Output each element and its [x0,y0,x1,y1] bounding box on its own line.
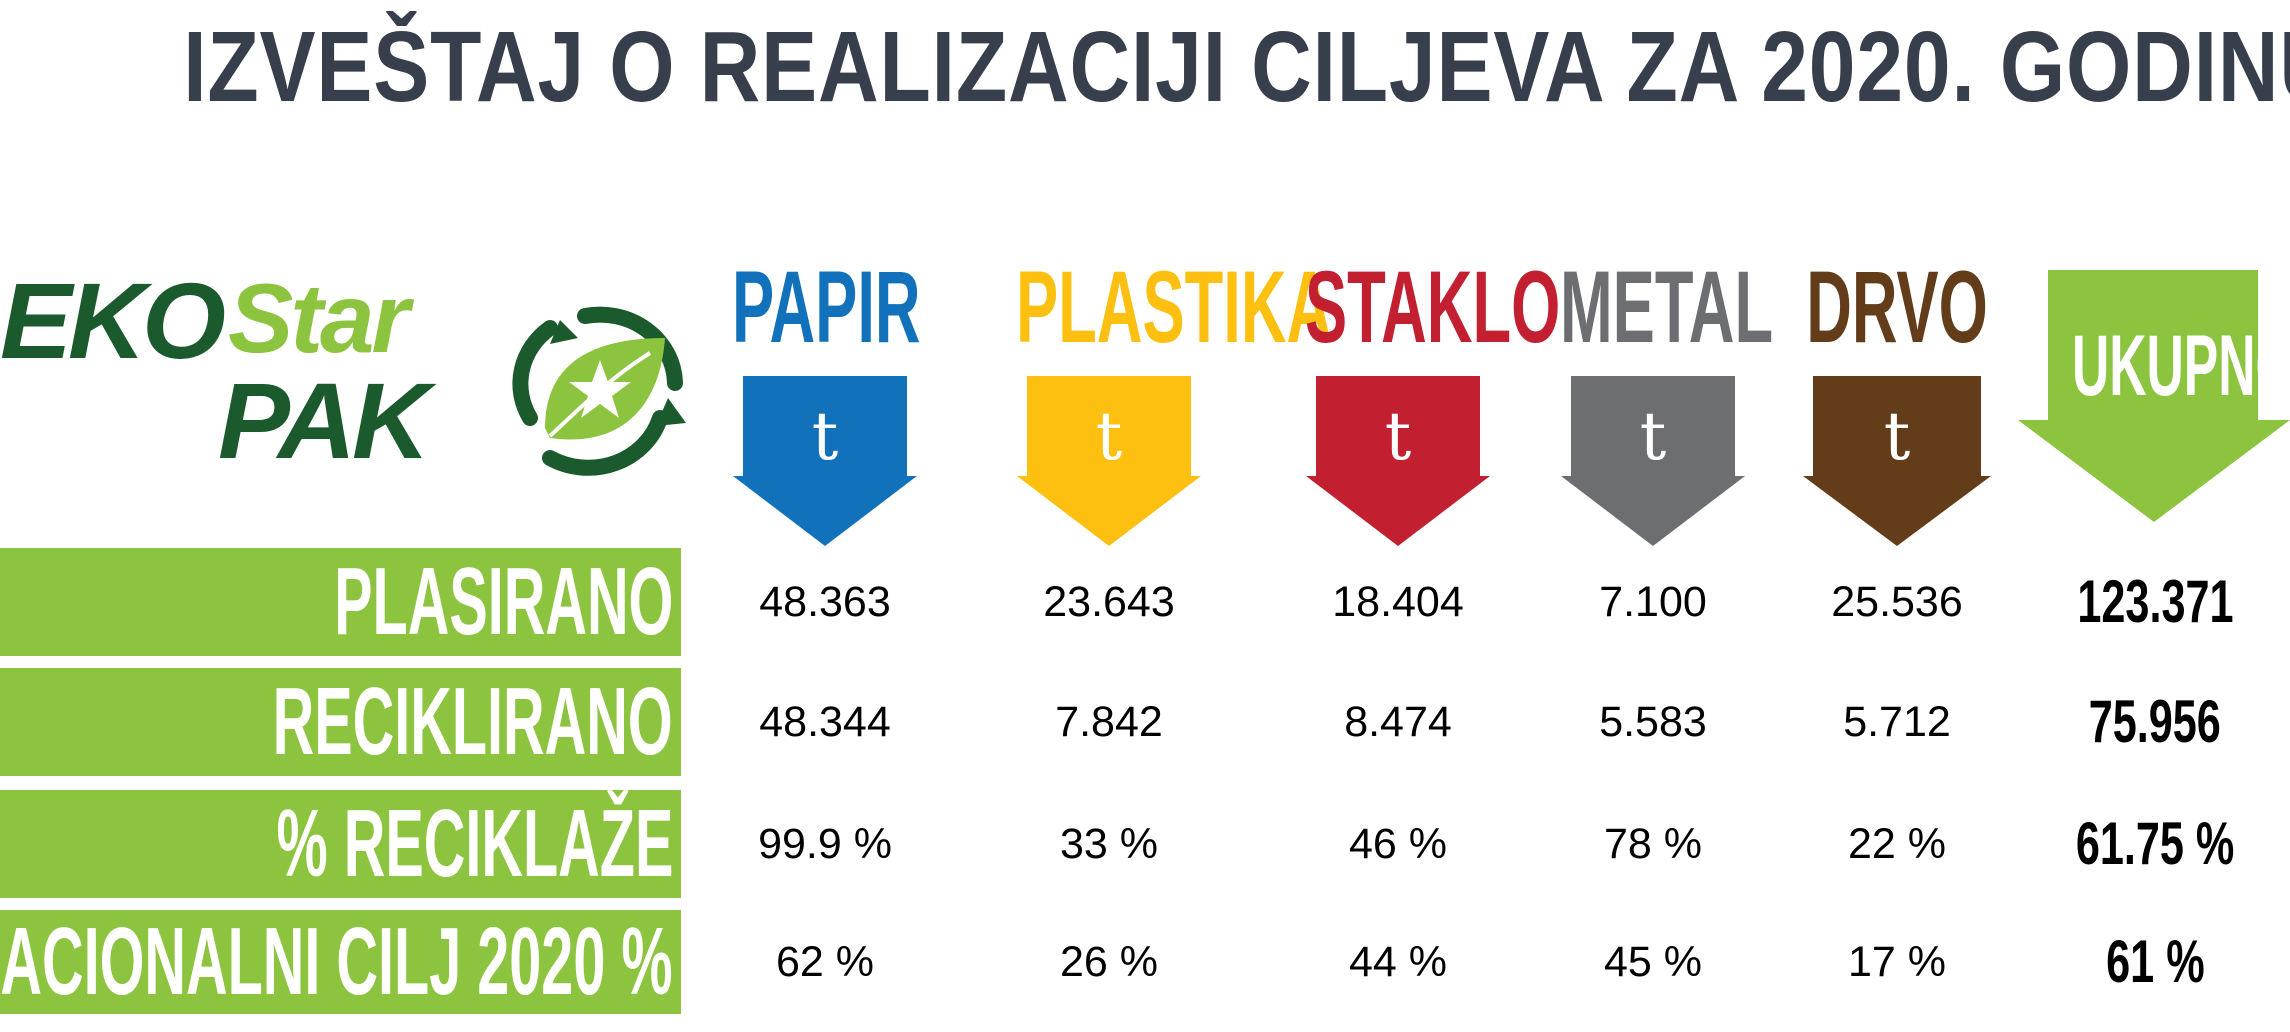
table-cell: 62 % [775,938,874,986]
category-name: DRVO [1806,250,1988,364]
category-arrow-icon [1306,376,1490,546]
table-cell: 46 % [1348,820,1447,868]
logo-text-eko: EKO [0,260,226,381]
unit-label: t [1639,398,1667,475]
category-arrow-icon [1017,376,1201,546]
row-label: PLASIRANO [0,548,681,656]
unit-label: t [1095,398,1123,475]
category-arrow-icon [1561,376,1745,546]
total-cell: 61.75 % [2075,810,2235,877]
recycle-leaf-icon [512,306,686,476]
table-cell: 48.363 [759,578,891,626]
table-cell: 8.474 [1344,698,1452,746]
table-cell: 5.583 [1599,698,1707,746]
table-cell: 22 % [1847,820,1946,868]
table-cell: 25.536 [1831,578,1963,626]
table-cell: 45 % [1603,938,1702,986]
unit-label: t [811,398,839,475]
table-cell: 99.9 % [758,820,892,868]
category-arrow-icon [733,376,917,546]
total-cell: 123.371 [2076,568,2234,635]
table-cell: 5.712 [1843,698,1951,746]
ukupno-arrow-icon [2018,270,2290,522]
ekostar-pak-logo: EKO Star PAK [0,258,700,488]
total-cell: 75.956 [2088,688,2222,755]
table-cell: 23.643 [1043,578,1175,626]
ukupno-label: UKUPNO [2072,318,2290,414]
table-cell: 7.842 [1055,698,1163,746]
table-cell: 44 % [1348,938,1447,986]
row-label: % RECIKLAŽE [0,790,681,898]
row-label: RECIKLIRANO [0,668,681,776]
logo-text-star: Star [228,263,410,373]
unit-label: t [1883,398,1911,475]
logo-text-pak: PAK [218,360,430,481]
table-cell: 33 % [1059,820,1158,868]
table-cell: 17 % [1847,938,1946,986]
category-arrow-icon [1803,376,1991,546]
table-cell: 7.100 [1599,578,1707,626]
category-name: METAL [1560,250,1774,364]
unit-label: t [1384,398,1412,475]
table-cell: 26 % [1059,938,1158,986]
total-cell: 61 % [2105,928,2205,995]
table-cell: 78 % [1603,820,1702,868]
category-name: STAKLO [1305,250,1561,364]
page-title: IZVEŠTAJ O REALIZACIJI CILJEVA ZA 2020. … [183,11,2290,123]
table-cell: 18.404 [1332,578,1464,626]
category-name: PLASTIKA [1016,250,1333,364]
category-name: PAPIR [732,250,921,364]
row-label: NACIONALNI CILJ 2020 % [0,910,681,1014]
table-cell: 48.344 [759,698,891,746]
